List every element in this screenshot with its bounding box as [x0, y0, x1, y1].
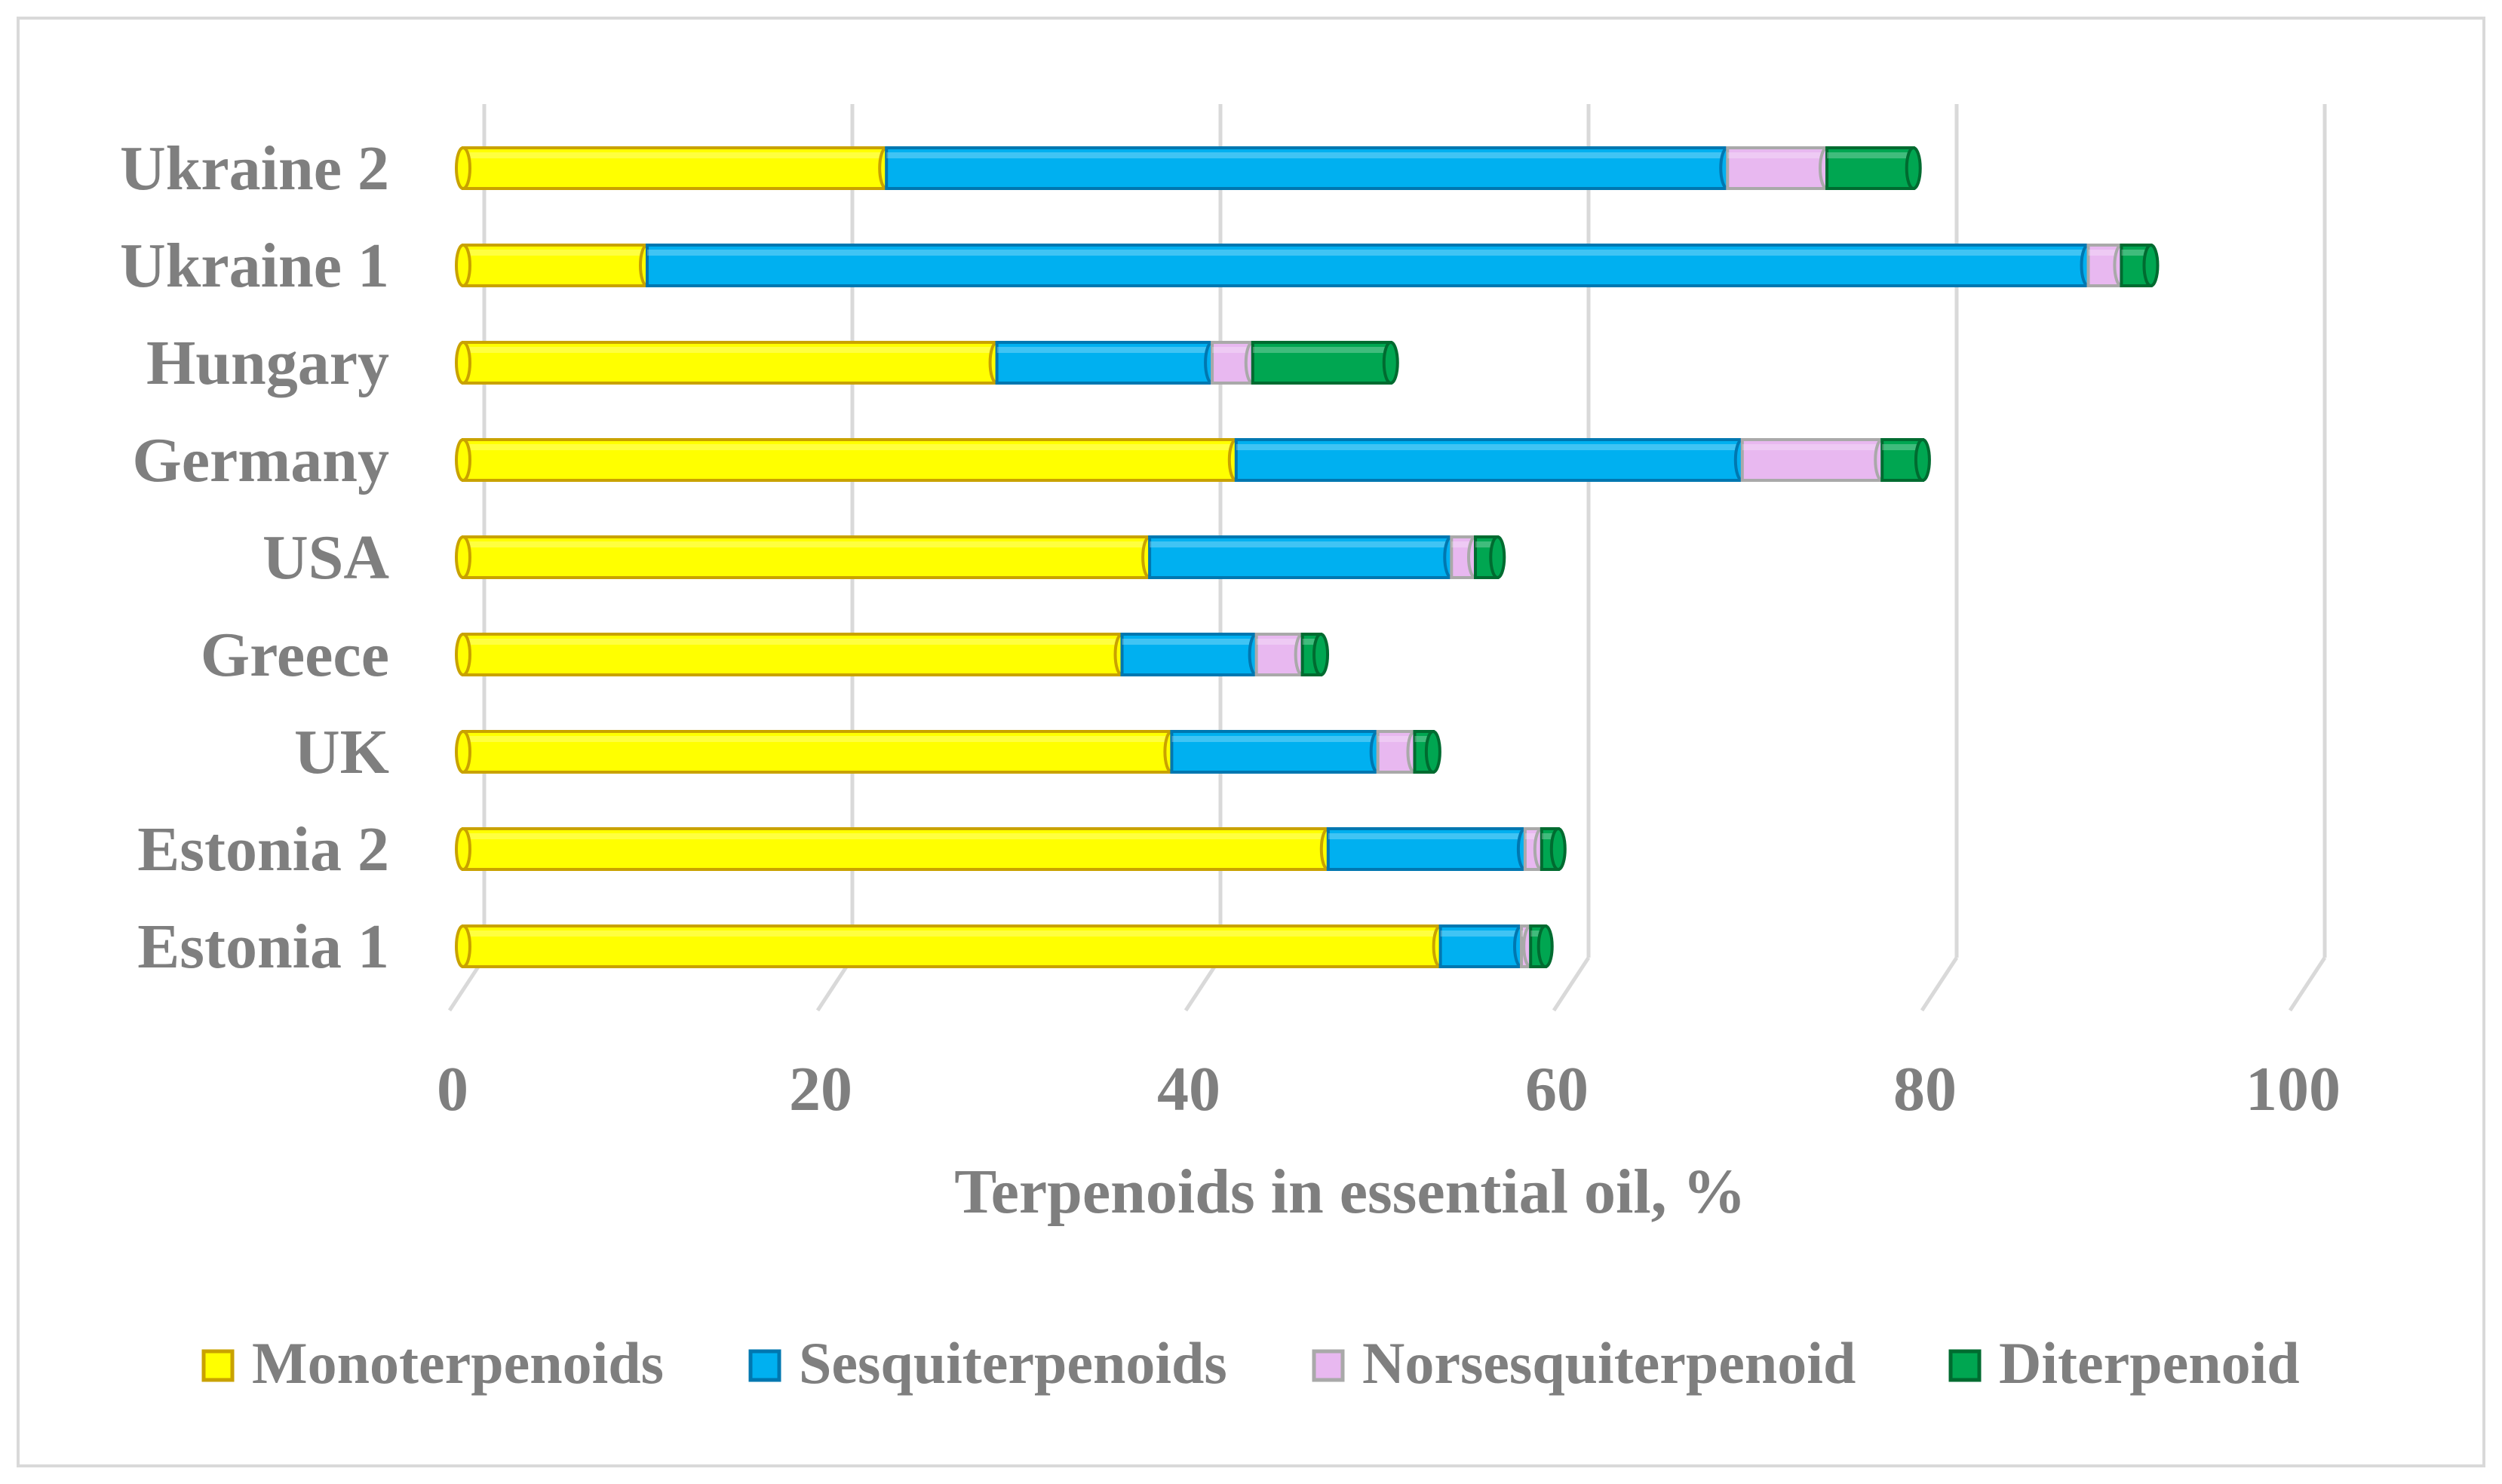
bar-start-cap	[455, 827, 471, 871]
gridline-foot-80	[1920, 956, 1959, 1012]
category-labels: Estonia 1 Estonia 2 UK Greece USA Germany Hung…	[120, 133, 389, 982]
bar-diterpenoid-hungary	[1251, 341, 1399, 385]
bar-diterpenoid-ukraine-2	[1825, 146, 1922, 190]
bar-diterpenoid-germany	[1880, 438, 1931, 482]
category-label: USA	[262, 523, 389, 593]
legend-item-sesquiterpenoids: Sesquiterpenoids	[748, 1330, 1227, 1396]
bar-norsesquiterpenoid-ukraine-2	[1726, 146, 1836, 190]
category-label: Estonia 2	[137, 814, 389, 885]
bar-diterpenoid-greece	[1300, 633, 1330, 676]
legend-item-norsesquiterpenoid: Norsesquiterpenoid	[1312, 1330, 1856, 1396]
legend-swatch	[1312, 1349, 1345, 1382]
legend: Monoterpenoids Sesquiterpenoids Norsesquit…	[201, 1330, 2300, 1396]
x-tick-label: 60	[1525, 1054, 1589, 1124]
bar-norsesquiterpenoid-germany	[1740, 438, 1891, 482]
bar-monoterpenoids-uk	[462, 730, 1180, 774]
x-tick-labels: 0 20 40 60 80 100	[437, 1054, 2341, 1124]
bar-sesquiterpenoids-greece	[1120, 633, 1265, 676]
legend-label: Norsesquiterpenoid	[1362, 1330, 1856, 1396]
gridline-foot-60	[1552, 956, 1591, 1012]
bar-monoterpenoids-germany	[462, 438, 1245, 482]
bar-start-cap	[455, 535, 471, 579]
bar-sesquiterpenoids-ukraine-2	[885, 146, 1736, 190]
legend-label: Monoterpenoids	[252, 1330, 664, 1396]
bar-start-cap	[455, 924, 471, 968]
bar-monoterpenoids-estonia-2	[462, 827, 1337, 871]
category-label: Ukraine 2	[120, 133, 389, 204]
bar-diterpenoid-estonia-2	[1540, 827, 1567, 871]
x-tick-label: 0	[437, 1054, 468, 1124]
category-label: UK	[294, 717, 389, 787]
bar-diterpenoid-uk	[1413, 730, 1441, 774]
bar-start-cap	[455, 244, 471, 287]
bar-monoterpenoids-ukraine-2	[462, 146, 895, 190]
x-tick-label: 100	[2246, 1054, 2341, 1124]
bar-monoterpenoids-estonia-1	[462, 924, 1449, 968]
legend-item-monoterpenoids: Monoterpenoids	[201, 1330, 664, 1396]
legend-swatch	[748, 1349, 781, 1382]
bar-start-cap	[455, 633, 471, 676]
x-tick-label: 20	[789, 1054, 852, 1124]
bar-start-cap	[455, 146, 471, 190]
category-label: Estonia 1	[137, 912, 389, 982]
bars	[455, 146, 2160, 968]
category-label: Germany	[132, 425, 389, 495]
bar-monoterpenoids-greece	[462, 633, 1131, 676]
bar-sesquiterpenoids-usa	[1148, 535, 1460, 579]
category-label: Greece	[201, 620, 389, 690]
legend-label: Sesquiterpenoids	[799, 1330, 1227, 1396]
bar-diterpenoid-usa	[1474, 535, 1506, 579]
bar-norsesquiterpenoid-ukraine-1	[2086, 244, 2130, 287]
bar-sesquiterpenoids-estonia-1	[1438, 924, 1530, 968]
bar-diterpenoid-ukraine-1	[2120, 244, 2160, 287]
x-tick-label: 80	[1893, 1054, 1957, 1124]
bar-monoterpenoids-hungary	[462, 341, 1005, 385]
bar-sesquiterpenoids-hungary	[995, 341, 1221, 385]
bar-monoterpenoids-ukraine-1	[462, 244, 655, 287]
bar-start-cap	[455, 730, 471, 774]
bar-sesquiterpenoids-ukraine-1	[646, 244, 2097, 287]
category-label: Hungary	[146, 328, 389, 398]
bar-start-cap	[455, 438, 471, 482]
bar-sesquiterpenoids-estonia-2	[1326, 827, 1533, 871]
bar-start-cap	[455, 341, 471, 385]
legend-label: Diterpenoid	[1999, 1330, 2300, 1396]
bar-diterpenoid-estonia-1	[1529, 924, 1554, 968]
bar-sesquiterpenoids-germany	[1234, 438, 1751, 482]
category-label: Ukraine 1	[120, 231, 389, 301]
gridline-foot-100	[2288, 956, 2327, 1012]
bar-sesquiterpenoids-uk	[1170, 730, 1386, 774]
x-tick-label: 40	[1157, 1054, 1220, 1124]
legend-swatch	[201, 1349, 235, 1382]
x-axis-title: Terpenoids in essential oil, %	[954, 1157, 1745, 1227]
legend-item-diterpenoid: Diterpenoid	[1948, 1330, 2300, 1396]
legend-swatch	[1948, 1349, 1982, 1382]
bar-monoterpenoids-usa	[462, 535, 1159, 579]
